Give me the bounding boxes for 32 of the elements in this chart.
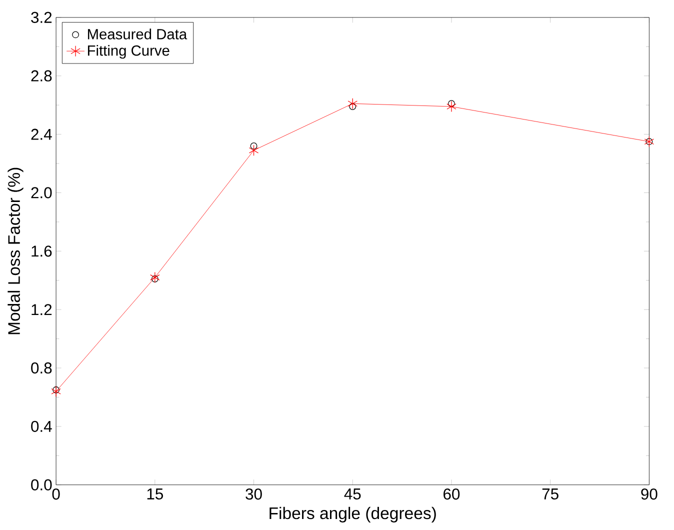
y-tick-label: 1.2 (32, 304, 52, 315)
y-tick-label: 0.8 (31, 362, 52, 374)
y-tick-label: 2.4 (31, 128, 52, 140)
x-tick-label: 45 (344, 488, 361, 500)
x-tick-label: 30 (246, 488, 262, 500)
legend-label: Fitting Curve (88, 44, 170, 59)
legend-label: Measured Data (88, 28, 188, 40)
point (646, 138, 653, 145)
x-axis-title: Fibers angle (degrees) (270, 506, 436, 522)
x-tick-label: 60 (444, 488, 460, 500)
point (250, 142, 258, 150)
point (644, 136, 654, 148)
point (446, 100, 456, 112)
point (349, 103, 356, 110)
y-tick-label: 1.6 (32, 245, 52, 257)
point (150, 272, 160, 283)
y-tick-label: 0.4 (31, 420, 52, 432)
y-tick-label: 3.2 (31, 12, 52, 23)
point (248, 144, 259, 156)
y-tick-label: 2.0 (31, 187, 52, 198)
x-tick-label: 0 (52, 488, 60, 500)
y-axis-title: Modal Loss Factor (%) (8, 168, 24, 334)
point (51, 386, 61, 397)
y-tick-label: 2.8 (31, 70, 52, 82)
point (448, 100, 455, 107)
point (151, 275, 158, 282)
y-tick-label: 0.0 (31, 479, 52, 490)
x-tick-label: 75 (542, 488, 558, 500)
point (348, 98, 358, 110)
point (52, 386, 60, 394)
x-tick-label: 15 (147, 488, 163, 500)
x-tick-label: 90 (641, 488, 658, 500)
